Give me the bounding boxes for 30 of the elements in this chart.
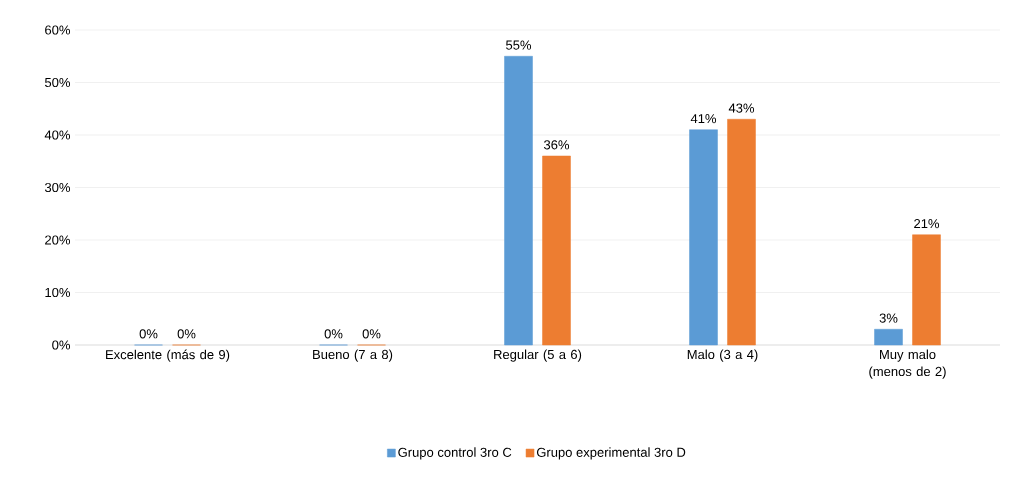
x-tick-label: Muy malo (menos de 2) (869, 349, 946, 379)
x-tick-label: Malo (3 a 4) (687, 349, 758, 362)
data-label: 0% (324, 329, 343, 339)
y-tick-label: 20% (45, 235, 71, 245)
data-label: 0% (177, 329, 196, 339)
bar (689, 129, 718, 346)
data-label: 3% (879, 313, 898, 323)
x-tick-label: Excelente (más de 9) (106, 349, 230, 362)
bar (727, 119, 756, 346)
data-label: 43% (728, 103, 755, 113)
data-label: 0% (362, 329, 381, 339)
bar (504, 56, 533, 346)
legend-label: Grupo experimental 3ro D (536, 447, 686, 460)
x-tick-label: Bueno (7 a 8) (313, 349, 393, 362)
data-label: 41% (690, 114, 717, 124)
y-tick-label: 0% (52, 340, 71, 350)
x-tick-label: Regular (5 a 6) (494, 349, 582, 362)
data-label: 55% (506, 40, 532, 50)
y-tick-label: 60% (45, 25, 71, 35)
data-label: 21% (914, 219, 940, 229)
data-label: 0% (139, 329, 158, 339)
bar (874, 329, 903, 346)
y-tick-label: 50% (44, 77, 71, 88)
y-tick-label: 40% (44, 130, 71, 140)
y-tick-label: 30% (44, 182, 71, 193)
bar (542, 155, 571, 346)
bar (912, 234, 941, 346)
y-tick-label: 10% (45, 287, 71, 298)
data-label: 36% (544, 140, 570, 150)
legend-label: Grupo control 3ro C (398, 447, 512, 460)
